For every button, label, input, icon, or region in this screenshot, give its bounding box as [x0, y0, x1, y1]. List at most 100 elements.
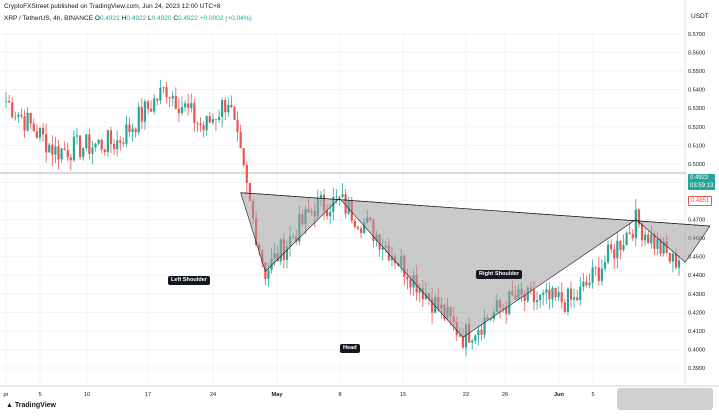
candle-body	[674, 253, 678, 268]
candle-body	[143, 101, 147, 122]
y-tick-label: 0.4400	[688, 273, 705, 279]
candle-body	[190, 103, 193, 108]
candle-body	[430, 298, 434, 313]
candle-body	[653, 234, 656, 249]
candle-body	[7, 101, 11, 103]
candle-body	[230, 104, 233, 108]
candle-body	[51, 144, 54, 155]
candle-body	[140, 107, 143, 122]
candle-body	[359, 228, 363, 233]
candle-body	[622, 245, 625, 250]
ohlc-low-label: L	[147, 15, 152, 22]
candle-body	[650, 234, 653, 244]
candle-body	[588, 282, 591, 286]
candle-body	[224, 100, 227, 113]
candle-body	[177, 108, 180, 114]
ohlc-open-label: O	[94, 15, 100, 22]
candle-body	[285, 246, 289, 260]
candle-body	[637, 209, 641, 225]
candle-body	[116, 140, 119, 150]
candle-body	[542, 292, 545, 295]
candle-body	[165, 87, 168, 98]
candle-body	[551, 287, 554, 300]
candle-body	[217, 116, 221, 120]
candle-body	[613, 249, 616, 259]
candle-body	[202, 125, 205, 131]
candle-body	[535, 300, 539, 303]
x-tick-label: 22	[463, 392, 469, 398]
candle-body	[526, 287, 529, 301]
candle-body	[122, 142, 125, 144]
candle-body	[668, 252, 671, 262]
x-tick-label: 10	[84, 392, 90, 398]
last-price-badge: 0.4922 03:59:13	[688, 174, 716, 190]
candle-body	[41, 127, 45, 135]
candle-body	[35, 131, 38, 138]
candle-body	[418, 287, 421, 293]
candle-body	[585, 281, 588, 286]
candle-body	[483, 317, 486, 335]
candle-body	[26, 112, 29, 131]
candle-body	[119, 140, 122, 143]
candle-body	[106, 130, 109, 153]
candle-body	[319, 194, 323, 199]
candle-body	[125, 124, 128, 144]
candle-body	[591, 267, 594, 283]
y-tick-label: 0.4500	[688, 255, 705, 261]
candle-body	[63, 148, 66, 150]
candle-body	[196, 122, 199, 124]
candle-body	[100, 139, 103, 150]
candle-body	[644, 234, 647, 241]
ohlc-high-value: 0.4922	[126, 15, 147, 22]
symbol-name: XRP / TetherUS, 4h, BINANCE	[4, 15, 93, 22]
candle-body	[606, 244, 610, 263]
candle-body	[20, 114, 23, 117]
candle-body	[505, 308, 508, 314]
candle-body	[17, 114, 20, 117]
candle-body	[335, 196, 338, 198]
candle-body	[390, 256, 394, 261]
candle-body	[156, 98, 159, 101]
y-tick-label: 0.5000	[688, 162, 705, 168]
tradingview-brand-text: TradingView	[14, 402, 56, 409]
prev-price-badge: 0.4851	[688, 196, 713, 206]
candle-body	[566, 288, 570, 312]
candle-body	[545, 289, 548, 293]
symbol-line: XRP / TetherUS, 4h, BINANCE O0.4921 H0.4…	[4, 15, 252, 23]
candle-body	[187, 103, 190, 108]
candle-body	[631, 234, 634, 238]
candle-body	[128, 124, 131, 133]
candle-body	[619, 240, 622, 250]
candle-body	[532, 289, 536, 303]
right-shoulder-label: Right Shoulder	[476, 270, 523, 279]
candle-body	[665, 241, 668, 253]
currency-label: USDT	[691, 13, 709, 20]
candle-body	[464, 324, 468, 348]
candle-body	[628, 232, 631, 235]
candle-body	[205, 116, 208, 131]
candle-body	[79, 135, 82, 158]
x-tick-label: pr	[4, 392, 9, 398]
candle-body	[242, 148, 245, 165]
neckline	[240, 192, 710, 227]
candle-body	[356, 226, 360, 229]
head-and-shoulders-pattern	[240, 192, 711, 338]
candle-body	[11, 102, 14, 118]
candle-body	[576, 297, 579, 301]
candle-body	[677, 260, 681, 268]
candle-body	[659, 238, 662, 254]
candle-body	[48, 144, 51, 153]
candle-body	[14, 116, 17, 118]
candle-body	[560, 292, 563, 303]
candle-body	[569, 288, 573, 300]
candle-body	[153, 98, 156, 112]
candle-body	[548, 289, 551, 300]
candle-body	[72, 136, 76, 161]
candle-body	[381, 247, 384, 250]
candle-body	[597, 267, 600, 281]
candle-body	[329, 212, 332, 217]
candle-body	[248, 182, 252, 201]
candle-body	[180, 107, 184, 114]
candle-body	[338, 196, 341, 198]
